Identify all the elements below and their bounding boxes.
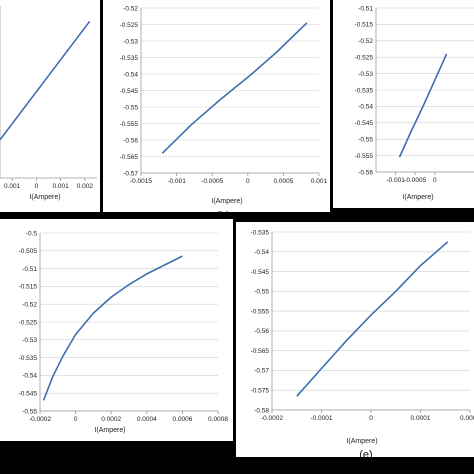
chart-svg-b: -0.52 -0.525 -0.53 -0.535 -0.54 -0.545 -0.55 -0… xyxy=(120,5,328,212)
chart-panel-c: -0.51 -0.515 -0.52 -0.525 -0.53 -0.535 -0.54 -0… xyxy=(333,0,474,208)
y-tick-label: -0.54 xyxy=(358,104,373,111)
y-tick-label: -0.55 xyxy=(22,408,37,415)
y-tick-label: -0.545 xyxy=(355,120,374,127)
x-tick-label: 0.001 xyxy=(311,178,328,185)
y-tick-label: -0.535 xyxy=(19,355,38,362)
x-axis-label: I(Ampere) xyxy=(211,198,242,205)
x-tick-label: 0.0008 xyxy=(208,416,228,423)
y-tick-label: -0.53 xyxy=(123,38,138,45)
chart-panel-e: -0.535 -0.54 -0.545 -0.55 -0.555 -0.56 -0.565 -… xyxy=(236,222,474,457)
y-tick-label: -0.53 xyxy=(358,71,373,78)
y-tick-label: -0.5 xyxy=(26,230,38,237)
x-axis-label: I(Ampere) xyxy=(29,194,60,201)
y-tick-label: -0.51 xyxy=(358,5,373,12)
series-line xyxy=(296,241,449,397)
y-tick-label: -0.525 xyxy=(19,319,38,326)
x-tick-label: -0.0005 xyxy=(404,177,426,184)
y-tick-label: -0.545 xyxy=(19,391,38,398)
y-tick-label: -0.54 xyxy=(123,71,138,78)
y-tick-label: -0.525 xyxy=(120,22,139,29)
x-tick-label: -0.0005 xyxy=(201,178,223,185)
y-tick-label: -0.55 xyxy=(254,289,269,296)
x-axis-label: I(Ampere) xyxy=(346,438,377,445)
y-tick-label: -0.53 xyxy=(22,337,37,344)
y-tick-label: -0.56 xyxy=(123,137,138,144)
x-tick-label: 0.0004 xyxy=(137,416,157,423)
y-tick-label: -0.565 xyxy=(120,154,139,161)
y-tick-label: -0.535 xyxy=(251,229,270,236)
x-tick-label: 0.001 xyxy=(52,183,69,190)
x-tick-label: 0 xyxy=(74,416,78,423)
chart-panel-a: 0.001 0 0.001 0.002 I(Ampere) xyxy=(0,0,100,212)
chart-svg-c: -0.51 -0.515 -0.52 -0.525 -0.53 -0.535 -0.54 -0… xyxy=(355,5,474,201)
y-tick-label: -0.555 xyxy=(251,308,270,315)
y-tick-label: -0.51 xyxy=(22,266,37,273)
y-tick-label: -0.505 xyxy=(19,248,38,255)
y-tick-label: -0.575 xyxy=(251,388,270,395)
chart-panel-b: -0.52 -0.525 -0.53 -0.535 -0.54 -0.545 -0.55 -0… xyxy=(103,0,330,212)
x-tick-label: -0.0001 xyxy=(310,415,332,422)
y-tick-label: -0.54 xyxy=(254,249,269,256)
x-tick-label: 0.0002 xyxy=(460,415,474,422)
series-line xyxy=(42,255,183,401)
y-tick-label: -0.535 xyxy=(120,55,139,62)
y-tick-label: -0.565 xyxy=(251,348,270,355)
chart-svg-e: -0.535 -0.54 -0.545 -0.55 -0.555 -0.56 -0.565 -… xyxy=(251,229,474,457)
x-tick-label: 0.001 xyxy=(4,183,21,190)
chart-svg-d: -0.5 -0.505 -0.51 -0.515 -0.52 -0.525 -0.53 -0.… xyxy=(19,230,229,434)
x-tick-label: 0.0005 xyxy=(273,178,293,185)
x-tick-label: 0.0006 xyxy=(172,416,192,423)
x-tick-label: -0.0015 xyxy=(130,178,152,185)
chart-panel-d: -0.5 -0.505 -0.51 -0.515 -0.52 -0.525 -0.53 -0.… xyxy=(0,219,233,441)
series-line xyxy=(398,53,448,158)
x-tick-label: 0.0002 xyxy=(101,416,121,423)
x-tick-label: -0.0002 xyxy=(261,415,283,422)
y-tick-label: -0.545 xyxy=(120,88,139,95)
y-tick-label: -0.57 xyxy=(123,170,138,177)
x-tick-label: -0.0002 xyxy=(29,416,51,423)
y-tick-label: -0.55 xyxy=(358,137,373,144)
series-line xyxy=(0,20,91,141)
y-tick-label: -0.515 xyxy=(19,284,38,291)
y-tick-label: -0.555 xyxy=(355,153,374,160)
x-tick-label: 0 xyxy=(433,177,437,184)
x-tick-label: 0 xyxy=(246,178,250,185)
y-tick-label: -0.56 xyxy=(358,169,373,176)
panel-label: (e) xyxy=(359,449,372,457)
y-tick-label: -0.545 xyxy=(251,269,270,276)
y-tick-label: -0.56 xyxy=(254,328,269,335)
x-axis-label: I(Ampere) xyxy=(94,427,125,434)
y-tick-label: -0.555 xyxy=(120,121,139,128)
y-tick-label: -0.52 xyxy=(22,302,37,309)
x-tick-label: -0.001 xyxy=(386,177,405,184)
x-tick-label: 0 xyxy=(369,415,373,422)
y-tick-label: -0.535 xyxy=(355,87,374,94)
panel-label: (b) xyxy=(216,210,229,212)
y-tick-label: -0.52 xyxy=(358,38,373,45)
y-tick-label: -0.515 xyxy=(355,22,374,29)
x-tick-label: -0.001 xyxy=(167,178,186,185)
y-tick-label: -0.525 xyxy=(355,55,374,62)
x-tick-label: 0 xyxy=(35,183,39,190)
y-tick-label: -0.54 xyxy=(22,373,37,380)
x-axis-label: I(Ampere) xyxy=(402,194,433,201)
y-tick-label: -0.58 xyxy=(254,407,269,414)
y-tick-label: -0.55 xyxy=(123,104,138,111)
y-tick-label: -0.52 xyxy=(123,5,138,12)
x-tick-label: 0.002 xyxy=(77,183,94,190)
chart-svg-a: 0.001 0 0.001 0.002 I(Ampere) xyxy=(0,6,97,201)
x-tick-label: 0.0001 xyxy=(411,415,431,422)
series-line xyxy=(161,22,308,154)
y-tick-label: -0.57 xyxy=(254,368,269,375)
